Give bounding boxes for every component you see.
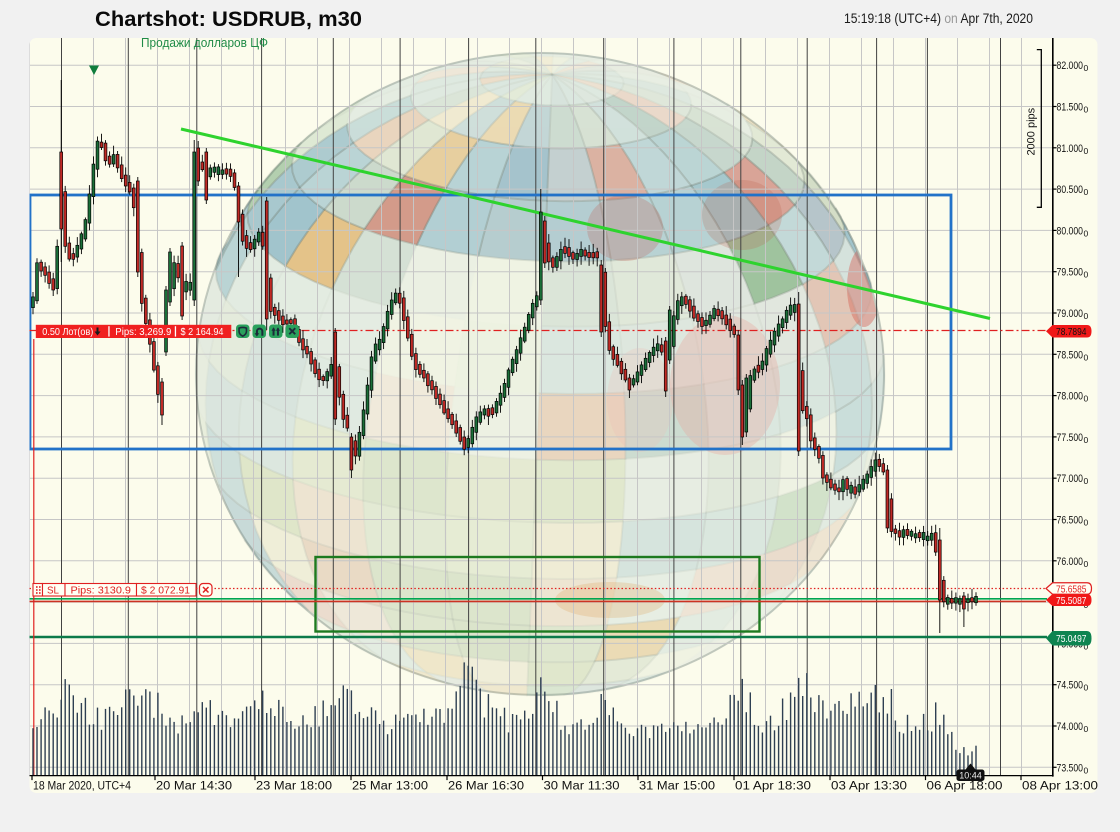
svg-text:78.500: 78.500 xyxy=(1057,349,1084,361)
svg-text:75.6585: 75.6585 xyxy=(1056,583,1087,595)
svg-text:75.5087: 75.5087 xyxy=(1056,595,1087,607)
svg-text:78.7894: 78.7894 xyxy=(1056,326,1087,338)
svg-text:76.000: 76.000 xyxy=(1057,556,1084,568)
svg-text:76.500: 76.500 xyxy=(1057,515,1084,527)
svg-text:Chartshot: USDRUB, m30: Chartshot: USDRUB, m30 xyxy=(95,8,362,31)
svg-text:0: 0 xyxy=(1084,187,1089,197)
svg-text:18 Mar 2020, UTC+4: 18 Mar 2020, UTC+4 xyxy=(33,781,132,793)
svg-text:0: 0 xyxy=(1084,146,1089,156)
svg-text:$ 2 164.94: $ 2 164.94 xyxy=(181,326,224,338)
svg-text:74.500: 74.500 xyxy=(1057,680,1084,692)
svg-text:08 Apr 13:00: 08 Apr 13:00 xyxy=(1022,781,1098,793)
svg-text:75.0497: 75.0497 xyxy=(1056,633,1087,645)
svg-text:30 Mar 11:30: 30 Mar 11:30 xyxy=(544,781,620,793)
svg-text:01 Apr 18:30: 01 Apr 18:30 xyxy=(735,781,811,793)
svg-text:80.500: 80.500 xyxy=(1057,184,1084,196)
svg-text:Pips: 3130.9: Pips: 3130.9 xyxy=(71,584,132,596)
svg-text:0: 0 xyxy=(1084,63,1089,73)
svg-text:73.500: 73.500 xyxy=(1057,762,1084,774)
svg-text:25 Mar 13:00: 25 Mar 13:00 xyxy=(352,781,428,793)
svg-text:81.000: 81.000 xyxy=(1057,143,1084,155)
svg-text:79.000: 79.000 xyxy=(1057,308,1084,320)
svg-text:SL: SL xyxy=(47,584,59,596)
svg-text:0: 0 xyxy=(1084,352,1089,362)
svg-text:80.000: 80.000 xyxy=(1057,225,1084,237)
svg-text:0: 0 xyxy=(1084,228,1089,238)
svg-text:0: 0 xyxy=(1084,765,1089,775)
svg-text:06 Apr 18:00: 06 Apr 18:00 xyxy=(927,781,1003,793)
svg-text:0: 0 xyxy=(1084,311,1089,321)
svg-text:20 Mar 14:30: 20 Mar 14:30 xyxy=(156,781,232,793)
svg-text:0: 0 xyxy=(1084,476,1089,486)
svg-text:23 Mar 18:00: 23 Mar 18:00 xyxy=(256,781,332,793)
svg-text:81.500: 81.500 xyxy=(1057,102,1084,114)
svg-text:10:44: 10:44 xyxy=(959,771,982,781)
svg-text:0: 0 xyxy=(1084,394,1089,404)
svg-text:2000 pips: 2000 pips xyxy=(1026,107,1038,155)
svg-text:77.000: 77.000 xyxy=(1057,473,1084,485)
svg-text:03 Apr 13:30: 03 Apr 13:30 xyxy=(831,781,907,793)
svg-text:74.000: 74.000 xyxy=(1057,721,1084,733)
svg-text:Продажи долларов ЦФ: Продажи долларов ЦФ xyxy=(141,35,268,50)
svg-text:77.500: 77.500 xyxy=(1057,432,1084,444)
svg-text:Pips: 3,269.9: Pips: 3,269.9 xyxy=(115,326,171,338)
svg-text:26 Mar 16:30: 26 Mar 16:30 xyxy=(448,781,524,793)
svg-text:82.000: 82.000 xyxy=(1057,60,1084,72)
svg-text:15:19:18 (UTC+4) on Apr 7th, 2: 15:19:18 (UTC+4) on Apr 7th, 2020 xyxy=(844,11,1033,26)
svg-text:78.000: 78.000 xyxy=(1057,391,1084,403)
svg-text:31 Mar 15:00: 31 Mar 15:00 xyxy=(639,781,715,793)
svg-text:0: 0 xyxy=(1084,683,1089,693)
svg-text:$ 2 072.91: $ 2 072.91 xyxy=(141,584,190,596)
svg-text:0.50 Лот(ов): 0.50 Лот(ов) xyxy=(42,326,93,338)
svg-text:0: 0 xyxy=(1084,641,1089,651)
svg-text:0: 0 xyxy=(1084,559,1089,569)
svg-text:0: 0 xyxy=(1084,518,1089,528)
svg-text:79.500: 79.500 xyxy=(1057,267,1084,279)
svg-text:0: 0 xyxy=(1084,435,1089,445)
svg-text:0: 0 xyxy=(1084,724,1089,734)
svg-text:0: 0 xyxy=(1084,105,1089,115)
svg-text:0: 0 xyxy=(1084,270,1089,280)
